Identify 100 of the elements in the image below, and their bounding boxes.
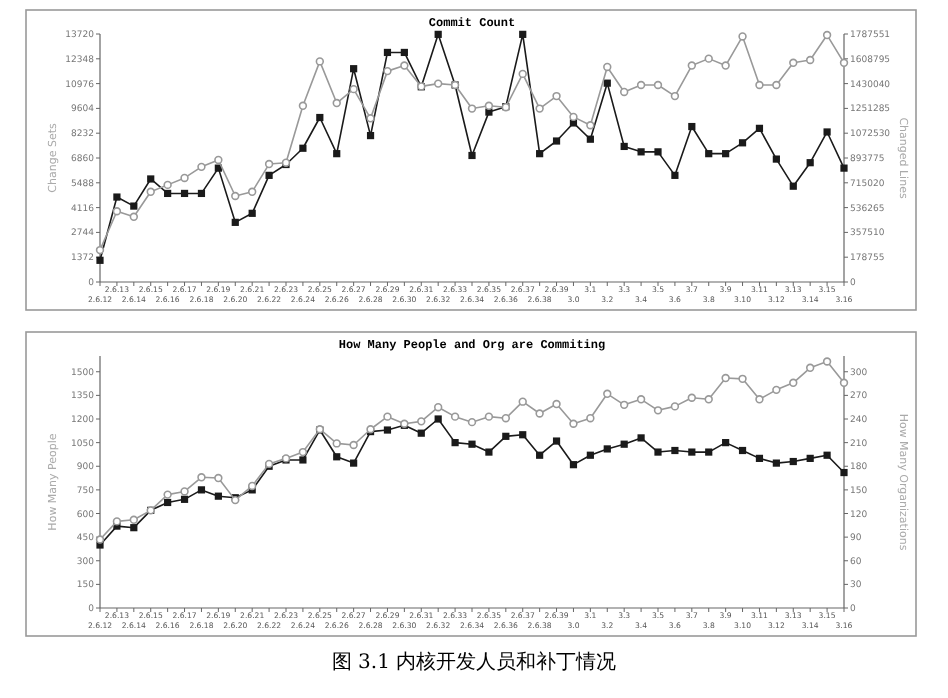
point <box>333 453 341 461</box>
point <box>163 180 172 190</box>
point <box>197 162 206 172</box>
point <box>637 434 645 442</box>
point <box>349 84 358 94</box>
point <box>383 426 392 434</box>
point <box>164 189 172 198</box>
point <box>789 182 797 190</box>
point <box>670 91 680 101</box>
point <box>822 357 832 366</box>
point <box>671 446 679 455</box>
point <box>705 448 713 456</box>
point <box>248 209 256 217</box>
point <box>485 448 493 456</box>
point <box>722 439 730 447</box>
point <box>535 104 544 113</box>
point <box>806 454 814 462</box>
point <box>180 173 189 183</box>
point <box>383 48 392 57</box>
point <box>637 148 645 156</box>
point <box>755 124 764 132</box>
point <box>552 399 561 409</box>
point <box>468 440 476 448</box>
point <box>231 218 239 226</box>
point <box>705 150 713 158</box>
point <box>383 412 392 421</box>
point <box>333 150 341 158</box>
point <box>383 66 392 76</box>
point <box>636 395 646 404</box>
point <box>299 456 307 464</box>
point <box>298 101 308 110</box>
point <box>231 191 240 201</box>
point <box>467 104 477 113</box>
point <box>247 187 257 197</box>
point <box>180 189 189 198</box>
point <box>823 128 831 136</box>
point <box>704 54 713 63</box>
point <box>603 389 612 398</box>
point <box>518 397 527 406</box>
point <box>332 98 341 108</box>
point <box>163 490 172 499</box>
point <box>586 451 594 459</box>
point <box>298 447 308 457</box>
point <box>95 535 105 544</box>
point <box>264 159 274 169</box>
point <box>721 373 730 383</box>
point <box>654 448 662 456</box>
point <box>501 414 511 423</box>
point <box>755 80 764 90</box>
point <box>96 541 104 549</box>
point <box>502 432 510 440</box>
point <box>468 151 476 160</box>
point <box>214 492 222 500</box>
point <box>518 69 527 79</box>
point <box>755 454 764 462</box>
point <box>214 155 223 165</box>
point <box>704 395 713 404</box>
point <box>552 91 561 101</box>
point <box>366 114 375 123</box>
point <box>789 457 797 466</box>
point <box>247 481 257 491</box>
point <box>417 417 426 426</box>
point <box>603 62 612 72</box>
point <box>484 412 494 421</box>
point <box>113 193 121 201</box>
point <box>839 378 849 387</box>
point <box>214 473 223 483</box>
point <box>434 30 442 38</box>
point <box>755 395 764 404</box>
point <box>738 139 747 147</box>
point <box>450 412 460 421</box>
point <box>129 212 139 221</box>
point <box>805 55 815 65</box>
point <box>772 459 780 467</box>
point <box>569 419 578 428</box>
point <box>519 431 527 439</box>
point <box>789 58 798 67</box>
point <box>805 363 815 373</box>
caption: 图 3.1 内核开发人员和补丁情况 <box>331 650 617 674</box>
point <box>197 473 206 482</box>
point <box>180 487 189 496</box>
point <box>840 164 848 172</box>
point <box>433 402 443 412</box>
point <box>654 148 662 156</box>
point <box>552 137 561 145</box>
point <box>536 451 544 459</box>
point <box>806 159 814 167</box>
point <box>350 65 358 73</box>
point <box>180 495 189 503</box>
point <box>738 374 747 384</box>
point <box>164 498 172 507</box>
point <box>299 144 307 152</box>
point <box>688 122 696 131</box>
point <box>569 461 578 469</box>
point <box>653 80 663 90</box>
point <box>772 385 781 395</box>
point <box>688 448 696 456</box>
point <box>130 202 138 210</box>
point <box>789 378 798 387</box>
point <box>417 429 425 437</box>
